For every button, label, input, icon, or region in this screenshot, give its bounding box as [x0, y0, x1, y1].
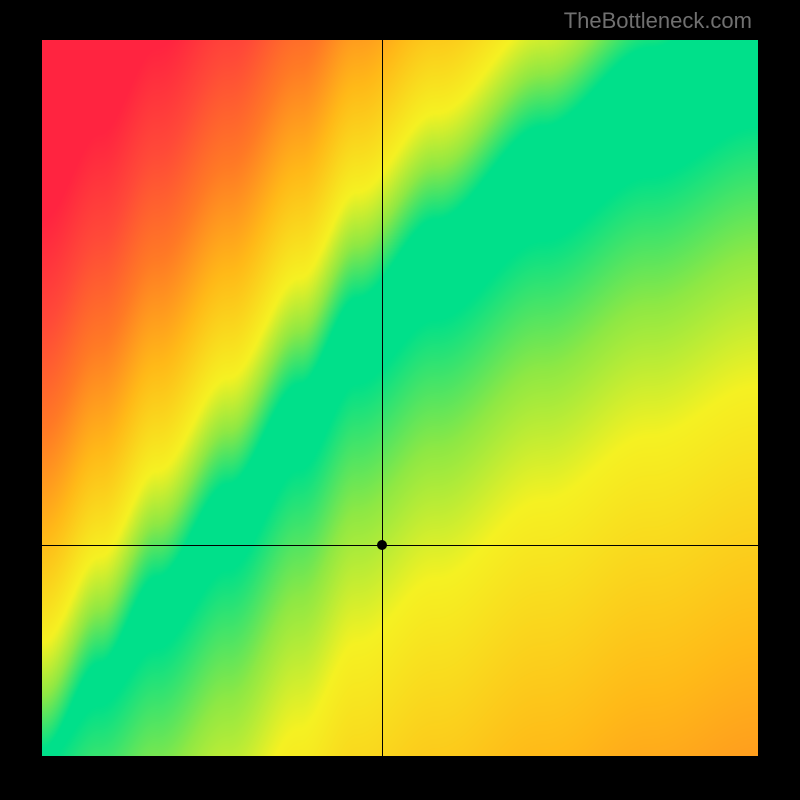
watermark-text: TheBottleneck.com — [564, 8, 752, 34]
heatmap-chart — [42, 40, 758, 756]
crosshair-marker — [377, 540, 387, 550]
crosshair-horizontal — [42, 545, 758, 546]
heatmap-canvas — [42, 40, 758, 756]
crosshair-vertical — [382, 40, 383, 756]
